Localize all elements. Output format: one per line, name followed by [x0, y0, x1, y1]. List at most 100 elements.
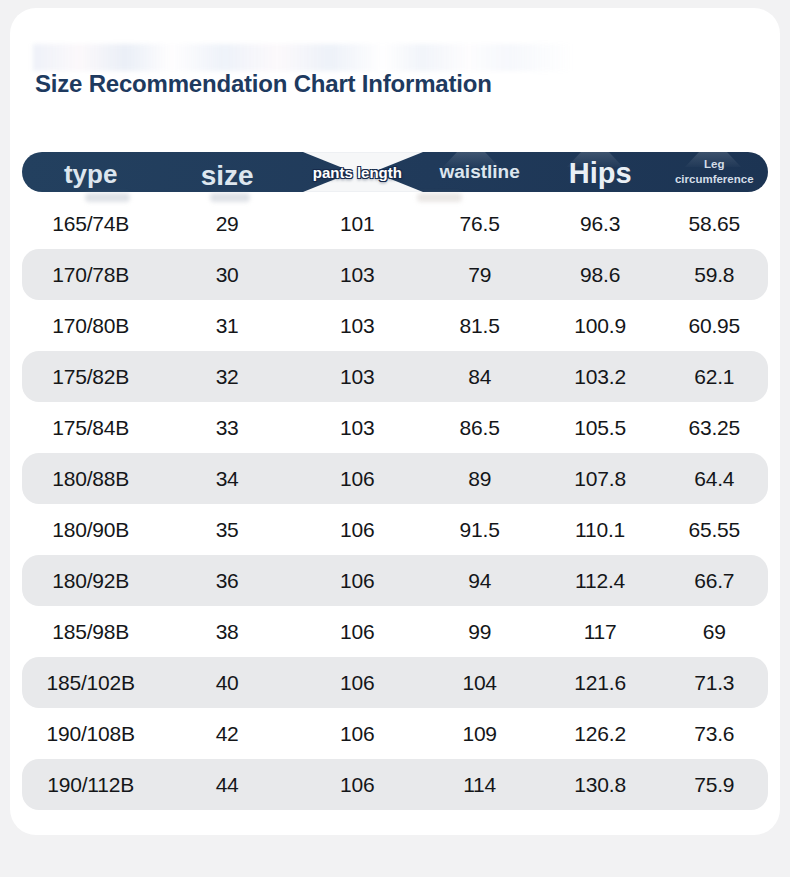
cell-type: 180/92B — [22, 569, 159, 593]
cell-hips: 98.6 — [540, 263, 661, 287]
table-row: 170/80B 31 103 81.5 100.9 60.95 — [22, 300, 768, 351]
header-cell-type: type — [22, 155, 159, 190]
cell-waistline: 89 — [420, 467, 540, 491]
cell-pants-length: 101 — [295, 212, 420, 236]
header-cell-hips: Hips — [540, 155, 661, 190]
cell-waistline: 76.5 — [420, 212, 540, 236]
table-row: 190/108B 42 106 109 126.2 73.6 — [22, 708, 768, 759]
ghost-smudge — [417, 193, 462, 202]
cell-hips: 105.5 — [540, 416, 661, 440]
cell-pants-length: 106 — [295, 671, 420, 695]
ghost-smudge — [210, 193, 250, 202]
table-row: 175/84B 33 103 86.5 105.5 63.25 — [22, 402, 768, 453]
cell-leg-circumference: 71.3 — [661, 671, 768, 695]
cell-hips: 96.3 — [540, 212, 661, 236]
cell-hips: 112.4 — [540, 569, 661, 593]
cell-waistline: 104 — [420, 671, 540, 695]
product-info-card: Size Recommendation Chart Information ty… — [10, 8, 780, 835]
cell-type: 190/108B — [22, 722, 159, 746]
cell-leg-circumference: 65.55 — [661, 518, 768, 542]
table-row: 180/90B 35 106 91.5 110.1 65.55 — [22, 504, 768, 555]
cell-leg-circumference: 59.8 — [661, 263, 768, 287]
cell-pants-length: 103 — [295, 365, 420, 389]
cell-leg-circumference: 60.95 — [661, 314, 768, 338]
cell-hips: 107.8 — [540, 467, 661, 491]
cell-pants-length: 106 — [295, 620, 420, 644]
cell-leg-circumference: 62.1 — [661, 365, 768, 389]
cell-type: 175/84B — [22, 416, 159, 440]
cell-pants-length: 103 — [295, 314, 420, 338]
header-cell-leg-circumference: Leg circumference — [661, 157, 768, 187]
cell-size: 34 — [159, 467, 295, 491]
cell-pants-length: 103 — [295, 416, 420, 440]
ghost-smudge — [85, 193, 130, 202]
cell-type: 190/112B — [22, 773, 159, 797]
cell-pants-length: 106 — [295, 467, 420, 491]
table-row: 190/112B 44 106 114 130.8 75.9 — [22, 759, 768, 810]
cell-type: 185/98B — [22, 620, 159, 644]
table-row: 185/102B 40 106 104 121.6 71.3 — [22, 657, 768, 708]
cell-hips: 103.2 — [540, 365, 661, 389]
cell-size: 38 — [159, 620, 295, 644]
cell-waistline: 79 — [420, 263, 540, 287]
cell-type: 170/80B — [22, 314, 159, 338]
blurred-watermark-band — [33, 44, 693, 71]
page-background: { "page_title": "Size Recommendation Cha… — [0, 0, 790, 877]
cell-leg-circumference: 75.9 — [661, 773, 768, 797]
cell-size: 29 — [159, 212, 295, 236]
cell-leg-circumference: 64.4 — [661, 467, 768, 491]
cell-size: 30 — [159, 263, 295, 287]
cell-waistline: 114 — [420, 773, 540, 797]
cell-size: 36 — [159, 569, 295, 593]
cell-type: 180/90B — [22, 518, 159, 542]
cell-leg-circumference: 73.6 — [661, 722, 768, 746]
cell-leg-circumference: 69 — [661, 620, 768, 644]
cell-size: 31 — [159, 314, 295, 338]
cell-type: 175/82B — [22, 365, 159, 389]
table-row: 180/92B 36 106 94 112.4 66.7 — [22, 555, 768, 606]
cell-waistline: 86.5 — [420, 416, 540, 440]
cell-waistline: 109 — [420, 722, 540, 746]
cell-type: 185/102B — [22, 671, 159, 695]
cell-hips: 100.9 — [540, 314, 661, 338]
cell-leg-circumference: 63.25 — [661, 416, 768, 440]
table-row: 175/82B 32 103 84 103.2 62.1 — [22, 351, 768, 402]
table-header: type size pants length waistline Hips Le… — [22, 152, 768, 192]
cell-hips: 110.1 — [540, 518, 661, 542]
cell-hips: 130.8 — [540, 773, 661, 797]
table-row: 165/74B 29 101 76.5 96.3 58.65 — [22, 198, 768, 249]
table-row: 180/88B 34 106 89 107.8 64.4 — [22, 453, 768, 504]
page-title: Size Recommendation Chart Information — [35, 70, 492, 98]
table-body: 165/74B 29 101 76.5 96.3 58.65 170/78B 3… — [22, 198, 768, 810]
header-cell-size: size — [159, 152, 295, 192]
cell-pants-length: 103 — [295, 263, 420, 287]
cell-pants-length: 106 — [295, 773, 420, 797]
cell-waistline: 99 — [420, 620, 540, 644]
cell-waistline: 91.5 — [420, 518, 540, 542]
cell-type: 165/74B — [22, 212, 159, 236]
cell-size: 35 — [159, 518, 295, 542]
cell-waistline: 81.5 — [420, 314, 540, 338]
cell-size: 42 — [159, 722, 295, 746]
cell-leg-circumference: 66.7 — [661, 569, 768, 593]
cell-size: 33 — [159, 416, 295, 440]
cell-type: 180/88B — [22, 467, 159, 491]
cell-waistline: 84 — [420, 365, 540, 389]
size-table: type size pants length waistline Hips Le… — [22, 152, 768, 810]
cell-size: 32 — [159, 365, 295, 389]
cell-waistline: 94 — [420, 569, 540, 593]
cell-size: 44 — [159, 773, 295, 797]
cell-hips: 126.2 — [540, 722, 661, 746]
cell-hips: 117 — [540, 620, 661, 644]
cell-pants-length: 106 — [295, 569, 420, 593]
cell-type: 170/78B — [22, 263, 159, 287]
header-cell-pants-length: pants length — [295, 164, 420, 181]
cell-size: 40 — [159, 671, 295, 695]
cell-pants-length: 106 — [295, 722, 420, 746]
cell-leg-circumference: 58.65 — [661, 212, 768, 236]
cell-hips: 121.6 — [540, 671, 661, 695]
cell-pants-length: 106 — [295, 518, 420, 542]
table-row: 170/78B 30 103 79 98.6 59.8 — [22, 249, 768, 300]
header-cell-waistline: waistline — [420, 161, 540, 183]
table-row: 185/98B 38 106 99 117 69 — [22, 606, 768, 657]
